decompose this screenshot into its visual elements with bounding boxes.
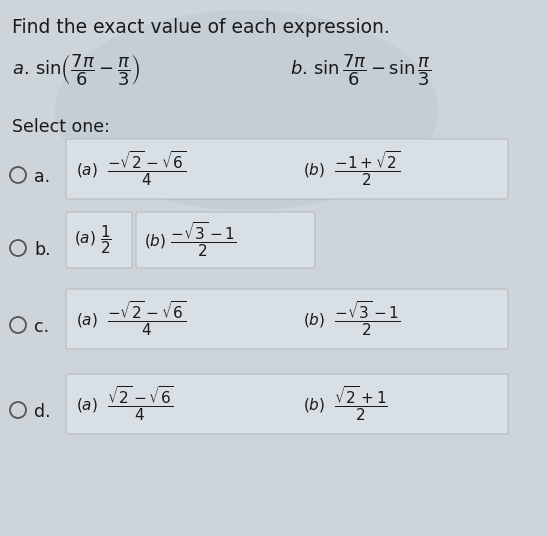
Text: $\mathit{(a)}\ \ \dfrac{-\sqrt{2}-\sqrt{6}}{4}$: $\mathit{(a)}\ \ \dfrac{-\sqrt{2}-\sqrt{… xyxy=(76,300,186,338)
Text: $\mathit{(b)}\ \ \dfrac{\sqrt{2}+1}{2}$: $\mathit{(b)}\ \ \dfrac{\sqrt{2}+1}{2}$ xyxy=(303,385,388,423)
Ellipse shape xyxy=(55,10,438,210)
Text: $a.\,\sin\!\left(\dfrac{7\pi}{6}-\dfrac{\pi}{3}\right)$: $a.\,\sin\!\left(\dfrac{7\pi}{6}-\dfrac{… xyxy=(12,52,141,88)
Text: a.: a. xyxy=(34,168,50,186)
Text: $\mathit{(b)}\ \dfrac{-\sqrt{3}-1}{2}$: $\mathit{(b)}\ \dfrac{-\sqrt{3}-1}{2}$ xyxy=(144,221,237,259)
FancyBboxPatch shape xyxy=(66,139,508,199)
Text: $\mathit{(b)}\ \ \dfrac{-1+\sqrt{2}}{2}$: $\mathit{(b)}\ \ \dfrac{-1+\sqrt{2}}{2}$ xyxy=(303,150,401,188)
Text: $\mathit{(a)}\ \ \dfrac{\sqrt{2}-\sqrt{6}}{4}$: $\mathit{(a)}\ \ \dfrac{\sqrt{2}-\sqrt{6… xyxy=(76,385,174,423)
Text: $\mathit{(a)}\ \ \dfrac{-\sqrt{2}-\sqrt{6}}{4}$: $\mathit{(a)}\ \ \dfrac{-\sqrt{2}-\sqrt{… xyxy=(76,150,186,188)
Text: $\mathit{(b)}\ \ \dfrac{-\sqrt{3}-1}{2}$: $\mathit{(b)}\ \ \dfrac{-\sqrt{3}-1}{2}$ xyxy=(303,300,401,338)
FancyBboxPatch shape xyxy=(66,374,508,434)
FancyBboxPatch shape xyxy=(136,212,315,268)
Text: Find the exact value of each expression.: Find the exact value of each expression. xyxy=(12,18,390,37)
Text: c.: c. xyxy=(34,318,49,336)
Text: b.: b. xyxy=(34,241,50,259)
Text: d.: d. xyxy=(34,403,50,421)
Text: $\mathit{(a)}\ \dfrac{1}{2}$: $\mathit{(a)}\ \dfrac{1}{2}$ xyxy=(74,224,112,256)
Text: $b.\,\sin\dfrac{7\pi}{6}-\sin\dfrac{\pi}{3}$: $b.\,\sin\dfrac{7\pi}{6}-\sin\dfrac{\pi}… xyxy=(290,52,431,88)
FancyBboxPatch shape xyxy=(66,212,132,268)
Text: Select one:: Select one: xyxy=(12,118,110,136)
FancyBboxPatch shape xyxy=(66,289,508,349)
